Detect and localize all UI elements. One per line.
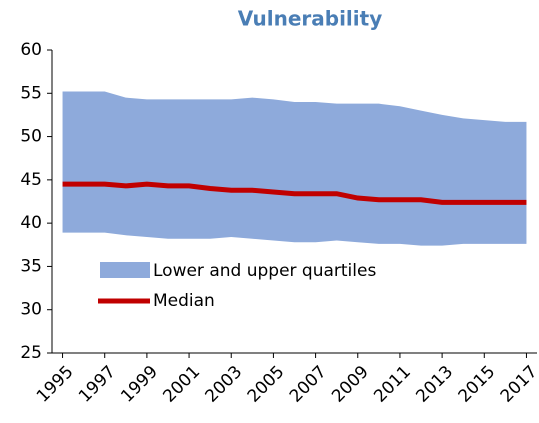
x-tick-label: 1999 — [117, 362, 162, 407]
x-tick-label: 2003 — [202, 362, 247, 407]
y-tick-label: 60 — [20, 40, 42, 60]
x-tick-label: 2001 — [159, 362, 204, 407]
x-tick-label: 1995 — [33, 362, 78, 407]
x-tick-label: 1997 — [75, 362, 120, 407]
y-tick-label: 55 — [20, 83, 42, 103]
y-tick-label: 30 — [20, 300, 42, 320]
x-tick-label: 2017 — [497, 362, 539, 407]
x-tick-label: 2009 — [328, 362, 373, 407]
y-tick-label: 50 — [20, 127, 42, 147]
legend-label: Lower and upper quartiles — [153, 261, 376, 281]
x-tick-label: 2011 — [370, 362, 415, 407]
x-tick-label: 2015 — [455, 362, 500, 407]
median-line — [62, 181, 527, 205]
x-tick-label: 2013 — [412, 362, 457, 407]
chart-title: Vulnerability — [238, 7, 383, 31]
y-tick-label: 25 — [20, 343, 42, 363]
legend-label: Median — [153, 291, 215, 311]
y-tick-label: 40 — [20, 213, 42, 233]
y-tick-label: 35 — [20, 256, 42, 276]
legend-swatch — [100, 262, 150, 278]
quartile-band — [62, 91, 527, 246]
x-tick-label: 2007 — [286, 362, 331, 407]
x-tick-label: 2005 — [244, 362, 289, 407]
y-tick-label: 45 — [20, 170, 42, 190]
